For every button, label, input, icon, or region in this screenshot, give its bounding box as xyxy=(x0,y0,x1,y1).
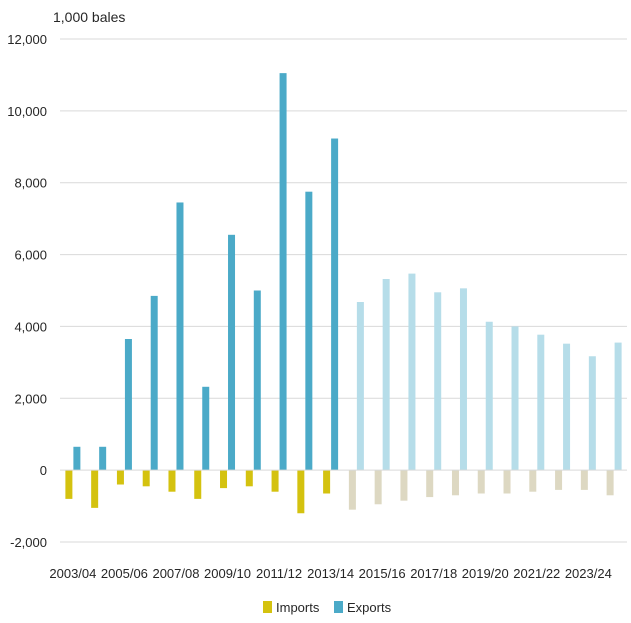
imports-bar xyxy=(555,470,563,490)
imports-bar xyxy=(323,470,331,494)
y-tick-label: 4,000 xyxy=(14,319,47,334)
exports-bar xyxy=(537,334,545,471)
imports-bar xyxy=(91,470,99,508)
exports-bar xyxy=(331,138,339,471)
y-tick-label: 0 xyxy=(40,463,47,478)
x-tick-label: 2023/24 xyxy=(565,566,612,581)
exports-bar xyxy=(408,273,416,471)
imports-bar xyxy=(245,470,253,487)
y-tick-label: 2,000 xyxy=(14,391,47,406)
imports-bar xyxy=(142,470,150,487)
x-tick-label: 2017/18 xyxy=(410,566,457,581)
imports-bar xyxy=(400,470,408,501)
x-tick-label: 2019/20 xyxy=(462,566,509,581)
exports-bar xyxy=(563,343,571,471)
exports-bar xyxy=(73,446,81,471)
exports-bar xyxy=(356,301,364,471)
exports-bar xyxy=(99,446,107,471)
x-axis-ticks: 2003/04 2005/06 2007/08 2009/10 2011/12 2013/… xyxy=(49,566,611,581)
imports-bar xyxy=(426,470,434,498)
x-tick-label: 2021/22 xyxy=(513,566,560,581)
x-tick-label: 2009/10 xyxy=(204,566,251,581)
y-tick-label: 8,000 xyxy=(14,176,47,191)
y-axis-ticks: 12,000 10,000 8,000 6,000 4,000 2,000 0 -2,000 xyxy=(7,32,47,550)
exports-bar xyxy=(202,386,210,471)
exports-bar xyxy=(434,292,442,471)
imports-bar xyxy=(451,470,459,496)
exports-bar xyxy=(305,191,313,471)
imports-bar xyxy=(271,470,279,492)
imports-bar xyxy=(374,470,382,505)
x-tick-label: 2007/08 xyxy=(152,566,199,581)
exports-bar xyxy=(485,321,493,471)
imports-bar xyxy=(65,470,73,499)
exports-bar xyxy=(614,342,622,471)
legend-swatch-exports xyxy=(334,601,343,613)
x-tick-label: 2005/06 xyxy=(101,566,148,581)
y-tick-label: 12,000 xyxy=(7,32,47,47)
y-axis-unit-label: 1,000 bales xyxy=(53,9,125,25)
exports-bar xyxy=(279,73,287,471)
y-tick-label: 10,000 xyxy=(7,104,47,119)
imports-bar xyxy=(297,470,305,514)
bars xyxy=(65,73,622,514)
imports-bar xyxy=(220,470,228,489)
legend-label-imports: Imports xyxy=(276,600,320,615)
imports-bar xyxy=(168,470,176,492)
exports-bar xyxy=(382,279,390,471)
exports-bar xyxy=(588,356,596,471)
imports-bar xyxy=(477,470,485,494)
x-tick-label: 2013/14 xyxy=(307,566,354,581)
x-tick-label: 2003/04 xyxy=(49,566,96,581)
exports-bar xyxy=(459,288,467,471)
exports-bar xyxy=(253,290,261,471)
legend: Imports Exports xyxy=(263,600,392,615)
imports-bar xyxy=(116,470,124,485)
x-tick-label: 2015/16 xyxy=(359,566,406,581)
imports-bar xyxy=(503,470,511,494)
imports-bar xyxy=(194,470,202,499)
exports-bar xyxy=(176,202,184,471)
exports-bar xyxy=(228,234,236,471)
imports-bar xyxy=(606,470,614,496)
legend-swatch-imports xyxy=(263,601,272,613)
exports-bar xyxy=(124,339,132,471)
exports-bar xyxy=(511,326,519,471)
imports-bar xyxy=(580,470,588,490)
imports-bar xyxy=(529,470,537,492)
exports-bar xyxy=(150,295,158,471)
imports-bar xyxy=(348,470,356,510)
legend-label-exports: Exports xyxy=(347,600,392,615)
x-tick-label: 2011/12 xyxy=(256,566,302,581)
y-tick-label: -2,000 xyxy=(10,535,47,550)
y-tick-label: 6,000 xyxy=(14,248,47,263)
